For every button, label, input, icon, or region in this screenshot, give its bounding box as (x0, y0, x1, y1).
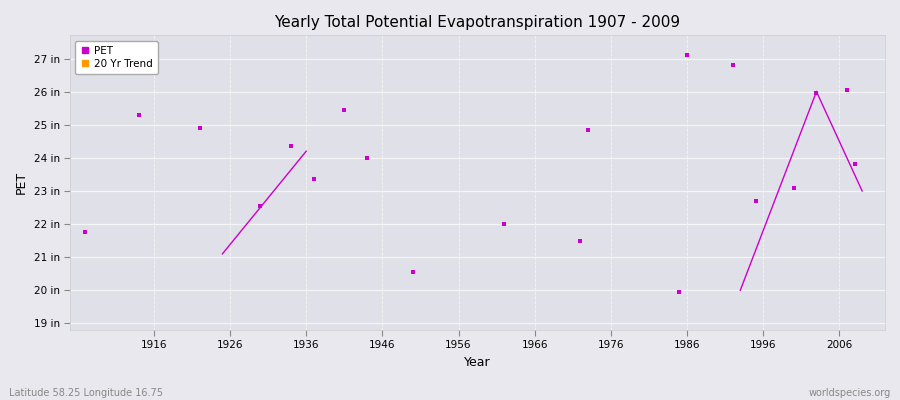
PET (575, 238, 586, 243)
PET (842, 88, 852, 92)
PET (499, 222, 509, 226)
PET (681, 53, 692, 58)
PET (255, 204, 266, 208)
PET (309, 177, 320, 182)
Line: PET: PET (84, 54, 856, 294)
PET (80, 230, 91, 235)
Text: worldspecies.org: worldspecies.org (809, 388, 891, 398)
PET (727, 63, 738, 68)
Title: Yearly Total Potential Evapotranspiration 1907 - 2009: Yearly Total Potential Evapotranspiratio… (274, 15, 680, 30)
PET (362, 156, 373, 160)
Legend: PET, 20 Yr Trend: PET, 20 Yr Trend (76, 40, 158, 74)
X-axis label: Year: Year (464, 356, 491, 369)
PET (750, 198, 760, 203)
PET (811, 91, 822, 96)
PET (788, 185, 799, 190)
PET (849, 162, 859, 167)
PET (582, 127, 593, 132)
PET (194, 126, 205, 130)
PET (339, 108, 350, 112)
PET (133, 112, 144, 117)
Text: Latitude 58.25 Longitude 16.75: Latitude 58.25 Longitude 16.75 (9, 388, 163, 398)
PET (285, 144, 296, 149)
PET (674, 290, 685, 294)
PET (408, 270, 418, 274)
Y-axis label: PET: PET (15, 171, 28, 194)
